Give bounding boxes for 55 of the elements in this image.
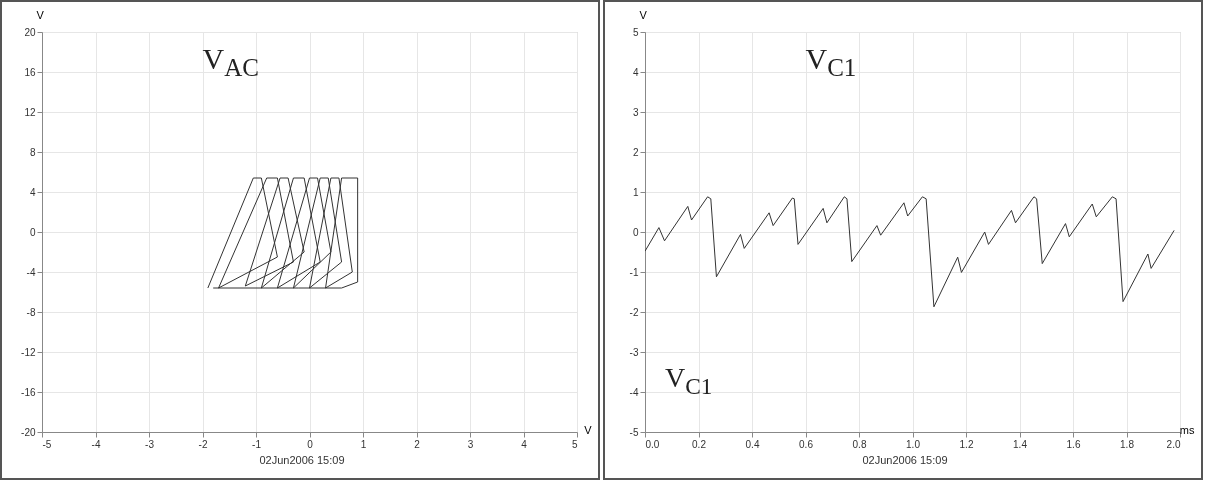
x-tick-label: 1.0 — [906, 438, 921, 450]
x-axis-title: V — [584, 423, 593, 436]
x-tick-label: 3 — [467, 438, 474, 450]
y-tick-label: -12 — [21, 346, 36, 358]
x-tick-label: 1.4 — [1013, 438, 1028, 450]
y-tick-label: 3 — [632, 106, 639, 118]
x-tick-label: 0.8 — [852, 438, 867, 450]
y-tick-label: 12 — [24, 106, 36, 118]
x-tick-label: 0 — [307, 438, 314, 450]
x-tick-label: 0.0 — [645, 438, 660, 450]
y-tick-label: 4 — [29, 186, 36, 198]
y-tick-label: 4 — [632, 66, 639, 78]
x-tick-label: 1.8 — [1120, 438, 1135, 450]
x-tick-label: 1 — [360, 438, 367, 450]
y-tick-label: 0 — [632, 226, 639, 238]
x-tick-label: -5 — [42, 438, 52, 450]
x-tick-label: 1.2 — [959, 438, 974, 450]
y-tick-label: -2 — [629, 306, 639, 318]
x-tick-label: -4 — [91, 438, 101, 450]
chart-title: V$_{C1}$ — [805, 42, 857, 82]
y-tick-label: -16 — [21, 386, 36, 398]
chart-title: V$_{AC}$ — [202, 42, 259, 82]
y-tick-label: 16 — [24, 66, 36, 78]
y-tick-label: -1 — [629, 266, 639, 278]
y-tick-label: 8 — [29, 146, 36, 158]
x-tick-label: 0.4 — [745, 438, 760, 450]
y-tick-label: -8 — [26, 306, 36, 318]
y-tick-label: -20 — [21, 426, 36, 438]
x-tick-label: 1.6 — [1066, 438, 1081, 450]
x-tick-label: 0.6 — [799, 438, 814, 450]
x-tick-label: 2 — [414, 438, 421, 450]
y-axis-title: V — [36, 8, 45, 21]
x-tick-label: 0.2 — [692, 438, 707, 450]
annotation: V$_{C1}$ — [665, 362, 713, 400]
x-tick-label: -3 — [145, 438, 155, 450]
y-tick-label: 2 — [632, 146, 639, 158]
y-tick-label: 5 — [632, 26, 639, 38]
y-tick-label: -4 — [26, 266, 36, 278]
text: 02Jun2006 15:09 — [259, 454, 345, 466]
x-tick-label: -1 — [252, 438, 262, 450]
x-axis-title: ms — [1179, 423, 1195, 436]
x-tick-label: -2 — [198, 438, 208, 450]
y-tick-label: -4 — [629, 386, 639, 398]
x-tick-label: 5 — [571, 438, 578, 450]
y-tick-label: 0 — [29, 226, 36, 238]
y-tick-label: -5 — [629, 426, 639, 438]
x-tick-label: 4 — [521, 438, 528, 450]
line-series — [207, 177, 359, 289]
x-tick-label: 2.0 — [1166, 438, 1181, 450]
y-axis-title: V — [639, 8, 648, 21]
y-tick-label: 20 — [24, 26, 36, 38]
text: 02Jun2006 15:09 — [862, 454, 948, 466]
y-tick-label: -3 — [629, 346, 639, 358]
line-series — [645, 196, 1175, 308]
y-tick-label: 1 — [632, 186, 639, 198]
